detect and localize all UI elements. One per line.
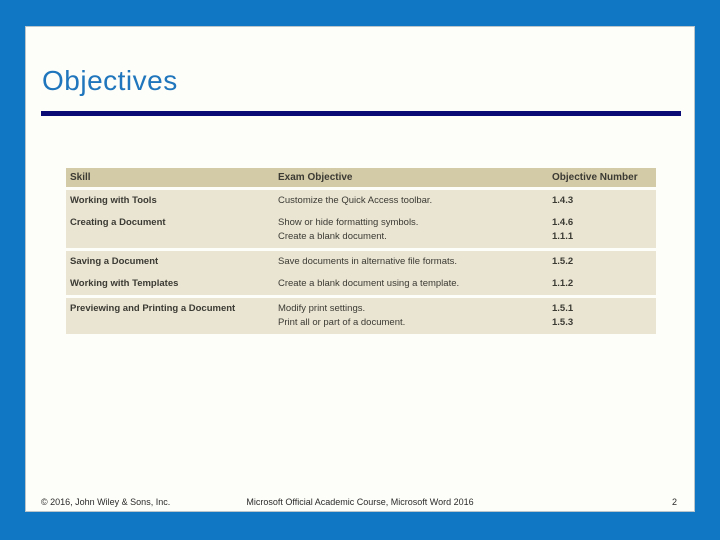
column-header-objective-number: Objective Number: [552, 172, 638, 183]
objective-number-line: 1.1.1: [552, 231, 574, 242]
cell-exam-objective: Customize the Quick Access toolbar.: [274, 194, 548, 208]
cell-exam-objective: Create a blank document using a template…: [274, 277, 548, 291]
footer-copyright: © 2016, John Wiley & Sons, Inc.: [41, 497, 171, 507]
column-header-exam-objective: Exam Objective: [278, 172, 353, 183]
title-underline-rule: [41, 111, 681, 116]
cell-exam-objective: Show or hide formatting symbols. Create a…: [274, 216, 548, 244]
table-row: Creating a Document Show or hide formatti…: [66, 212, 656, 251]
cell-objective-number: 1.1.2: [548, 277, 656, 291]
cell-objective-number: 1.5.1 1.5.3: [548, 302, 656, 330]
slide-content-panel: Objectives Skill Exam Objective Objectiv…: [25, 26, 695, 512]
objective-number-line: 1.4.6: [552, 217, 574, 228]
exam-objective-line: Create a blank document.: [278, 231, 387, 242]
table-header-row: Skill Exam Objective Objective Number: [66, 168, 656, 190]
table-body: Working with Tools Customize the Quick Ac…: [66, 190, 656, 334]
exam-objective-line: Save documents in alternative file forma…: [278, 256, 458, 267]
table-row: Working with Templates Create a blank doc…: [66, 273, 656, 298]
cell-skill: Working with Tools: [70, 195, 157, 206]
cell-objective-number: 1.4.3: [548, 194, 656, 208]
table-row: Previewing and Printing a Document Modify…: [66, 298, 656, 334]
cell-skill: Saving a Document: [70, 256, 159, 267]
exam-objective-line: Show or hide formatting symbols.: [278, 217, 419, 228]
objective-number-line: 1.5.3: [552, 317, 574, 328]
cell-objective-number: 1.5.2: [548, 255, 656, 269]
objective-number-line: 1.4.3: [552, 195, 574, 206]
cell-skill: Working with Templates: [70, 278, 179, 289]
cell-exam-objective: Modify print settings. Print all or part …: [274, 302, 548, 330]
exam-objective-line: Customize the Quick Access toolbar.: [278, 195, 433, 206]
cell-skill: Previewing and Printing a Document: [70, 303, 236, 314]
footer-course-title: Microsoft Official Academic Course, Micr…: [246, 497, 474, 507]
exam-objective-line: Create a blank document using a template…: [278, 278, 460, 289]
footer-page-number: 2: [671, 497, 677, 507]
cell-exam-objective: Save documents in alternative file forma…: [274, 255, 548, 269]
cell-skill: Creating a Document: [70, 217, 166, 228]
objective-number-line: 1.1.2: [552, 278, 574, 289]
objective-number-line: 1.5.2: [552, 256, 574, 267]
cell-objective-number: 1.4.6 1.1.1: [548, 216, 656, 244]
table-row: Working with Tools Customize the Quick Ac…: [66, 190, 656, 212]
objective-number-line: 1.5.1: [552, 303, 574, 314]
objectives-table: Skill Exam Objective Objective Number Wo…: [66, 168, 656, 334]
exam-objective-line: Modify print settings.: [278, 303, 366, 314]
exam-objective-line: Print all or part of a document.: [278, 317, 406, 328]
column-header-skill: Skill: [70, 172, 91, 183]
table-row: Saving a Document Save documents in alter…: [66, 251, 656, 273]
slide-title: Objectives: [42, 65, 178, 96]
